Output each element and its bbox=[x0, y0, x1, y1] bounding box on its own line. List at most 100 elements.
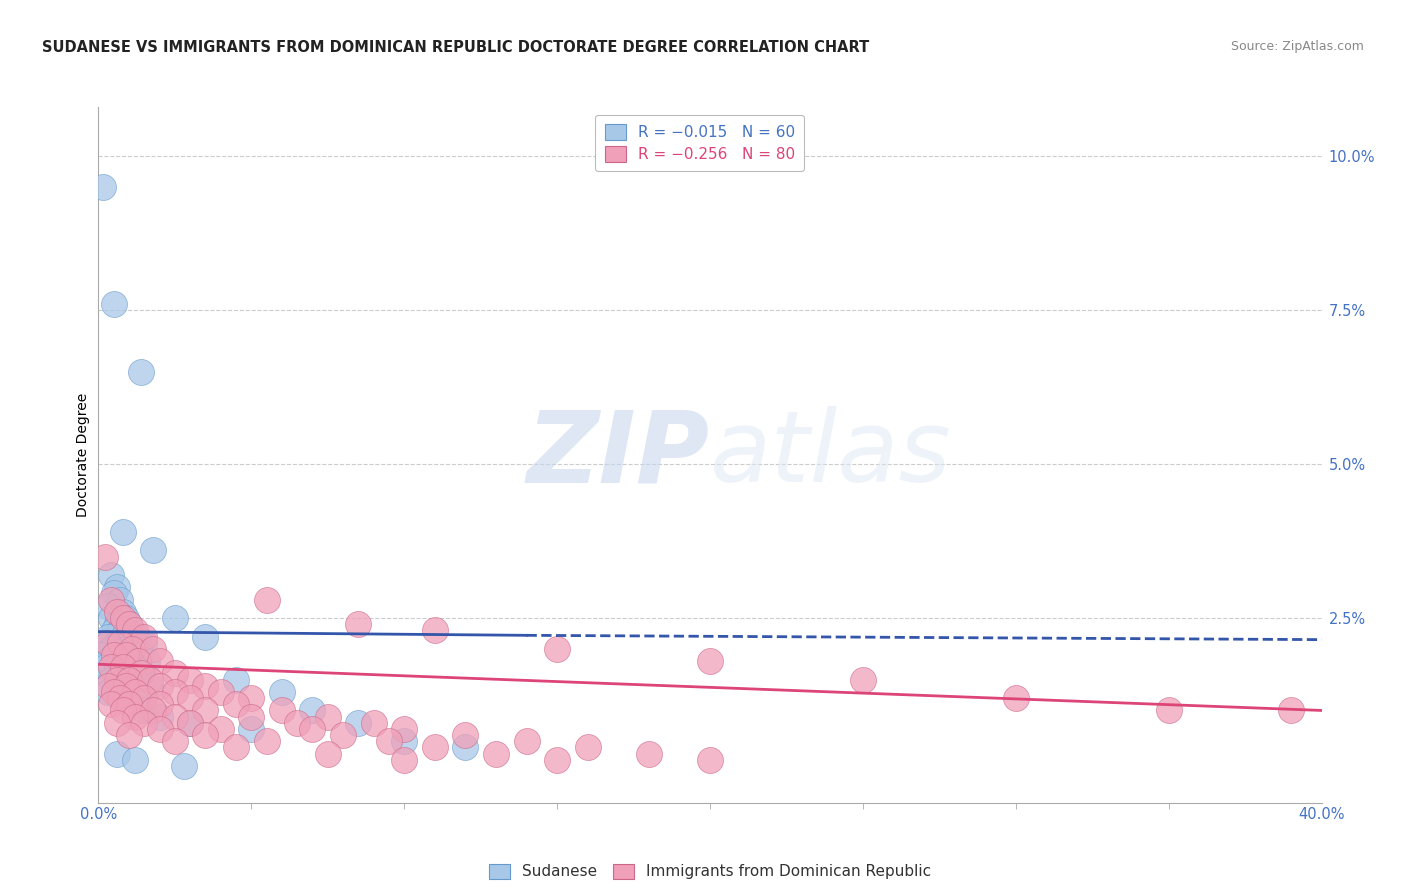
Point bbox=[97, 630, 120, 644]
Point bbox=[179, 715, 201, 730]
Y-axis label: Doctorate Degree: Doctorate Degree bbox=[76, 392, 90, 517]
Point bbox=[100, 673, 122, 687]
Point bbox=[103, 624, 125, 638]
Point bbox=[100, 568, 122, 582]
Point bbox=[118, 673, 141, 687]
Point bbox=[136, 654, 159, 668]
Point bbox=[103, 685, 125, 699]
Point bbox=[1279, 703, 1302, 717]
Point bbox=[129, 365, 152, 379]
Point bbox=[118, 660, 141, 674]
Point bbox=[105, 636, 128, 650]
Point bbox=[111, 524, 134, 539]
Point bbox=[118, 728, 141, 742]
Point bbox=[149, 722, 172, 736]
Point bbox=[111, 703, 134, 717]
Point bbox=[105, 605, 128, 619]
Point bbox=[100, 592, 122, 607]
Point bbox=[97, 654, 120, 668]
Point bbox=[111, 630, 134, 644]
Point bbox=[163, 685, 186, 699]
Point bbox=[139, 679, 162, 693]
Point bbox=[103, 648, 125, 662]
Point bbox=[392, 734, 416, 748]
Point bbox=[108, 624, 131, 638]
Point bbox=[142, 641, 165, 656]
Point bbox=[97, 636, 120, 650]
Point bbox=[149, 654, 172, 668]
Point bbox=[127, 666, 149, 681]
Point bbox=[256, 734, 278, 748]
Point bbox=[546, 641, 568, 656]
Point bbox=[115, 641, 138, 656]
Point bbox=[100, 611, 122, 625]
Point bbox=[93, 549, 115, 564]
Point bbox=[118, 636, 141, 650]
Point bbox=[194, 679, 217, 693]
Point bbox=[118, 698, 141, 712]
Legend: Sudanese, Immigrants from Dominican Republic: Sudanese, Immigrants from Dominican Repu… bbox=[482, 857, 938, 886]
Point bbox=[105, 715, 128, 730]
Point bbox=[1004, 691, 1026, 706]
Point bbox=[105, 660, 128, 674]
Point bbox=[209, 722, 232, 736]
Point bbox=[576, 740, 599, 755]
Point bbox=[97, 685, 120, 699]
Point bbox=[149, 709, 172, 723]
Point bbox=[270, 685, 294, 699]
Point bbox=[516, 734, 538, 748]
Point bbox=[115, 673, 138, 687]
Point bbox=[423, 740, 446, 755]
Point bbox=[103, 297, 125, 311]
Point bbox=[270, 703, 294, 717]
Point bbox=[108, 654, 131, 668]
Point bbox=[163, 611, 186, 625]
Point bbox=[124, 624, 146, 638]
Point bbox=[124, 641, 146, 656]
Point bbox=[115, 679, 138, 693]
Point bbox=[454, 740, 477, 755]
Point bbox=[139, 673, 162, 687]
Point bbox=[93, 636, 115, 650]
Point bbox=[316, 747, 339, 761]
Point bbox=[699, 654, 721, 668]
Point bbox=[115, 648, 138, 662]
Point bbox=[100, 641, 122, 656]
Point bbox=[392, 722, 416, 736]
Point bbox=[209, 685, 232, 699]
Text: Source: ZipAtlas.com: Source: ZipAtlas.com bbox=[1230, 40, 1364, 54]
Point bbox=[121, 654, 143, 668]
Point bbox=[225, 673, 247, 687]
Point bbox=[134, 703, 156, 717]
Point bbox=[142, 543, 165, 558]
Point bbox=[163, 734, 186, 748]
Point bbox=[108, 691, 131, 706]
Point bbox=[194, 703, 217, 717]
Point bbox=[163, 709, 186, 723]
Point bbox=[129, 666, 152, 681]
Point bbox=[108, 636, 131, 650]
Point bbox=[852, 673, 875, 687]
Point bbox=[163, 666, 186, 681]
Point bbox=[93, 660, 115, 674]
Point bbox=[485, 747, 508, 761]
Point bbox=[134, 715, 156, 730]
Text: atlas: atlas bbox=[710, 407, 952, 503]
Text: ZIP: ZIP bbox=[527, 407, 710, 503]
Point bbox=[111, 648, 134, 662]
Point bbox=[240, 691, 263, 706]
Point bbox=[134, 691, 156, 706]
Point bbox=[173, 759, 195, 773]
Point bbox=[347, 617, 370, 632]
Point bbox=[105, 617, 128, 632]
Point bbox=[100, 698, 122, 712]
Point bbox=[363, 715, 385, 730]
Point bbox=[347, 715, 370, 730]
Point bbox=[103, 648, 125, 662]
Point bbox=[118, 617, 141, 632]
Point bbox=[111, 605, 134, 619]
Point bbox=[1157, 703, 1180, 717]
Point bbox=[256, 592, 278, 607]
Point bbox=[111, 611, 134, 625]
Point bbox=[127, 654, 149, 668]
